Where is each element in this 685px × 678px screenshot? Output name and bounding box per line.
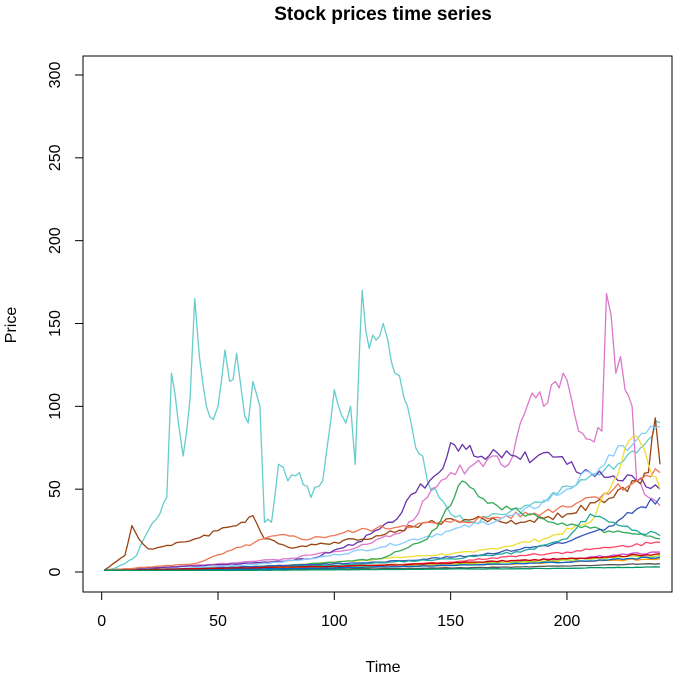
y-axis-label: Price bbox=[3, 307, 20, 344]
y-tick-label: 150 bbox=[47, 310, 64, 337]
plot-area-border bbox=[82, 55, 673, 593]
y-tick-label: 200 bbox=[47, 227, 64, 254]
y-tick-label: 250 bbox=[47, 144, 64, 171]
series-line-17 bbox=[103, 553, 661, 571]
x-tick-label: 100 bbox=[321, 613, 348, 630]
series-line-8 bbox=[104, 480, 661, 571]
series-line-5 bbox=[103, 468, 661, 571]
series-line-18 bbox=[104, 566, 661, 572]
y-tick-label: 300 bbox=[47, 62, 64, 89]
chart-title: Stock prices time series bbox=[274, 4, 492, 25]
series-line-4 bbox=[103, 417, 661, 571]
y-axis-ticks: 0 50 100 150 200 250 300 bbox=[47, 62, 83, 576]
y-tick-label: 0 bbox=[47, 567, 64, 576]
x-tick-label: 150 bbox=[437, 613, 464, 630]
series-layer bbox=[103, 289, 661, 572]
series-line-6 bbox=[103, 425, 661, 571]
x-axis-label: Time bbox=[366, 659, 401, 676]
x-tick-label: 0 bbox=[97, 613, 106, 630]
y-tick-label: 50 bbox=[47, 480, 64, 498]
x-tick-label: 200 bbox=[554, 613, 581, 630]
x-axis-ticks: 0 50 100 150 200 bbox=[97, 592, 580, 630]
series-line-3 bbox=[103, 442, 661, 571]
x-tick-label: 50 bbox=[209, 613, 227, 630]
series-line-1 bbox=[103, 289, 661, 571]
series-line-2 bbox=[103, 293, 661, 571]
y-tick-label: 100 bbox=[47, 393, 64, 420]
